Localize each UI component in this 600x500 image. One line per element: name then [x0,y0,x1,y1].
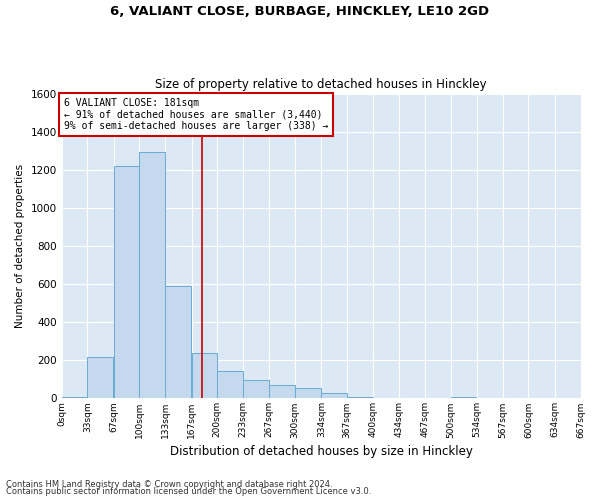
Bar [114,166,139,398]
Bar [269,385,295,398]
Bar [139,152,165,398]
Bar [243,380,269,398]
Bar [295,388,320,398]
Bar [191,352,217,399]
Bar [165,286,191,399]
X-axis label: Distribution of detached houses by size in Hinckley: Distribution of detached houses by size … [170,444,473,458]
Bar [217,371,243,398]
Text: 6 VALIANT CLOSE: 181sqm
← 91% of detached houses are smaller (3,440)
9% of semi-: 6 VALIANT CLOSE: 181sqm ← 91% of detache… [64,98,329,132]
Bar [88,358,113,399]
Text: Contains HM Land Registry data © Crown copyright and database right 2024.: Contains HM Land Registry data © Crown c… [6,480,332,489]
Title: Size of property relative to detached houses in Hinckley: Size of property relative to detached ho… [155,78,487,91]
Bar [322,392,347,398]
Text: 6, VALIANT CLOSE, BURBAGE, HINCKLEY, LE10 2GD: 6, VALIANT CLOSE, BURBAGE, HINCKLEY, LE1… [110,5,490,18]
Text: Contains public sector information licensed under the Open Government Licence v3: Contains public sector information licen… [6,487,371,496]
Y-axis label: Number of detached properties: Number of detached properties [15,164,25,328]
